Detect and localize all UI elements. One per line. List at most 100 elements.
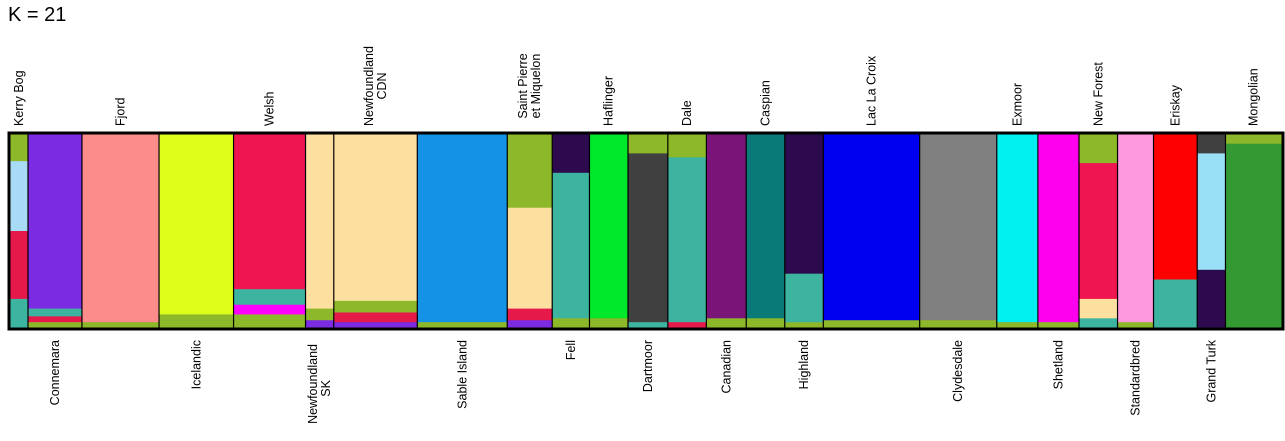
label-saint-pierre-et-miquelon: Saint Pierreet Miquelon [516,53,543,118]
ancestry-segment-canadian-2 [706,318,747,329]
ancestry-segment-fell-1 [552,134,590,174]
ancestry-segment-eriskay-1 [1153,134,1198,280]
ancestry-segment-fjord-1 [81,134,160,323]
ancestry-segment-highland-1 [784,134,824,275]
ancestry-segment-newfoundland-sk-2 [305,308,335,321]
ancestry-segment-grand-turk-3 [1197,269,1226,329]
ancestry-segment-kerry-bog-3 [10,231,29,300]
ancestry-segment-lac-la-croix-2 [823,320,921,329]
ancestry-segment-caspian-2 [746,318,786,329]
ancestry-segment-connemara-4 [27,322,83,329]
label-dale: Dale [680,100,694,126]
label-newfoundland-sk: NewfoundlandSK [306,344,333,424]
ancestry-segment-clydesdale-1 [919,134,998,321]
ancestry-segment-welsh-2 [233,289,306,306]
label-newfoundland-cdn: NewfoundlandCDN [362,46,389,126]
ancestry-segment-mongolian-2 [1225,143,1283,329]
population-kerry-bog [10,134,29,329]
ancestry-segment-icelandic-2 [159,314,234,329]
ancestry-segment-saint-pierre-et-miquelon-3 [507,308,553,321]
ancestry-segment-new-forest-1 [1078,134,1118,164]
ancestry-segment-welsh-4 [233,314,306,329]
label-haflinger: Haflinger [602,76,616,126]
ancestry-segment-haflinger-1 [589,134,629,319]
label-exmoor: Exmoor [1010,83,1024,126]
ancestry-segment-kerry-bog-2 [10,161,29,232]
label-caspian: Caspian [758,80,772,126]
label-shetland: Shetland [1051,340,1065,389]
population-standardbred [1117,134,1154,329]
ancestry-segment-caspian-1 [746,134,786,319]
ancestry-segment-highland-3 [784,322,824,329]
plot-frame [7,131,1285,331]
ancestry-segment-welsh-3 [233,304,306,315]
label-lac-la-croix: Lac La Croix [864,55,878,126]
ancestry-segment-fjord-2 [81,322,160,329]
population-canadian [706,134,747,329]
population-sable-island [417,134,508,329]
ancestry-segment-icelandic-1 [159,134,234,315]
ancestry-segment-newfoundland-cdn-2 [333,300,418,313]
ancestry-segment-mongolian-1 [1225,134,1283,145]
population-saint-pierre-et-miquelon [507,134,553,329]
label-canadian: Canadian [719,340,733,394]
ancestry-segment-clydesdale-2 [919,320,998,329]
population-newfoundland-sk [305,134,335,329]
ancestry-segment-newfoundland-cdn-3 [333,312,418,323]
population-mongolian [1225,134,1283,329]
label-standardbred: Standardbred [1129,340,1143,416]
ancestry-segment-saint-pierre-et-miquelon-1 [507,134,553,209]
population-newfoundland-cdn [333,134,418,329]
population-separators [27,134,1227,328]
population-caspian [746,134,786,329]
ancestry-segment-newfoundland-cdn-1 [333,134,418,302]
label-mongolian: Mongolian [1247,68,1261,126]
population-labels: Kerry Bog Connemara Fjord Icelandic Welsh New… [12,46,1261,424]
population-new-forest [1078,134,1118,329]
ancestry-segment-dale-3 [667,322,707,329]
label-grand-turk: Grand Turk [1204,339,1218,402]
population-shetland [1037,134,1080,329]
ancestry-segment-sable-island-1 [417,134,508,323]
population-bars [10,134,1283,329]
ancestry-segment-new-forest-4 [1078,318,1118,329]
population-clydesdale [919,134,998,329]
label-welsh: Welsh [263,91,277,126]
ancestry-segment-dartmoor-1 [628,134,669,154]
ancestry-segment-dartmoor-3 [628,322,669,329]
population-fell [552,134,590,329]
label-dartmoor: Dartmoor [641,340,655,392]
ancestry-segment-saint-pierre-et-miquelon-2 [507,207,553,309]
population-welsh [233,134,306,329]
population-eriskay [1153,134,1198,329]
ancestry-segment-haflinger-2 [589,318,629,329]
ancestry-segment-fell-2 [552,172,590,319]
label-fjord: Fjord [114,97,128,126]
population-highland [784,134,824,329]
population-connemara [27,134,83,329]
ancestry-segment-dale-1 [667,134,707,158]
ancestry-segment-connemara-2 [27,308,83,317]
population-grand-turk [1197,134,1226,329]
population-exmoor [996,134,1039,329]
ancestry-segment-dale-2 [667,157,707,323]
population-dartmoor [628,134,669,329]
ancestry-segment-dartmoor-2 [628,153,669,323]
ancestry-segment-exmoor-1 [996,134,1039,323]
ancestry-segment-kerry-bog-4 [10,298,29,329]
ancestry-segment-saint-pierre-et-miquelon-4 [507,320,553,329]
population-lac-la-croix [823,134,921,329]
label-sable-island: Sable Island [455,340,469,409]
label-new-forest: New Forest [1091,62,1105,126]
ancestry-segment-standardbred-2 [1117,322,1154,329]
ancestry-segment-eriskay-2 [1153,279,1198,329]
ancestry-segment-connemara-3 [27,316,83,323]
population-fjord [81,134,160,329]
ancestry-segment-grand-turk-1 [1197,134,1226,154]
label-highland: Highland [797,340,811,389]
ancestry-segment-fell-3 [552,318,590,329]
label-clydesdale: Clydesdale [951,340,965,402]
ancestry-segment-new-forest-3 [1078,298,1118,319]
ancestry-segment-newfoundland-sk-1 [305,134,335,309]
